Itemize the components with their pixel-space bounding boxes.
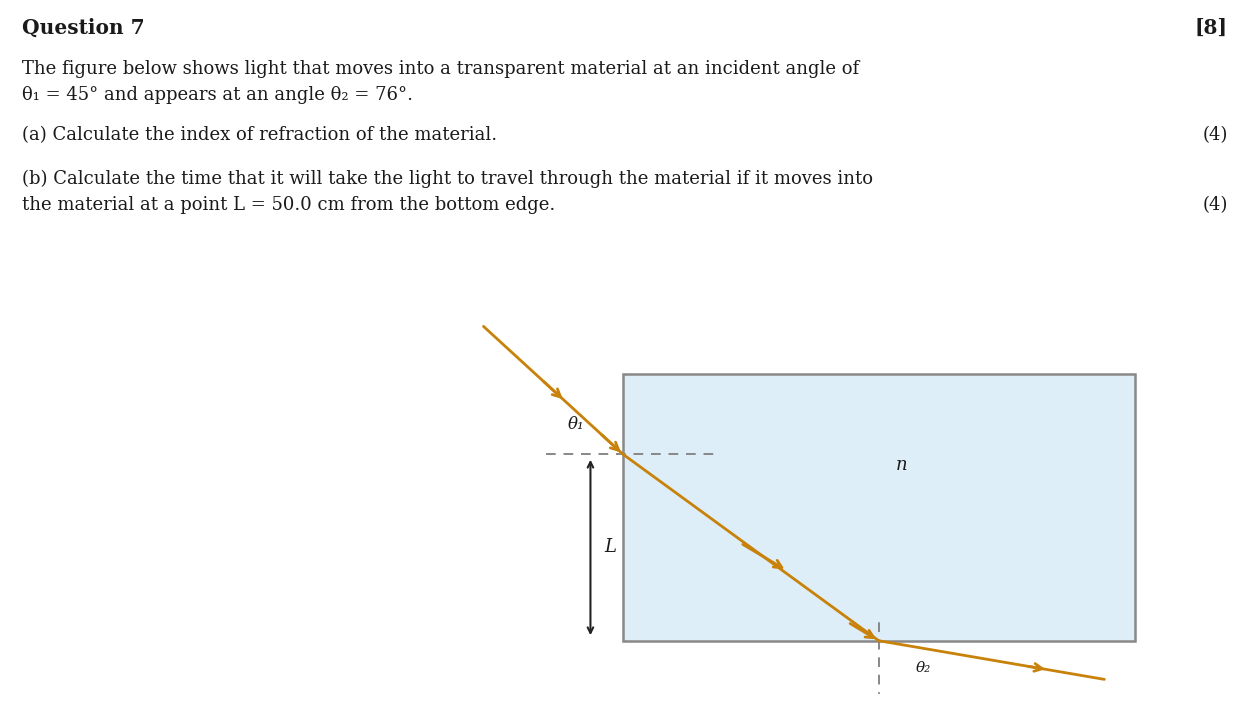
Bar (622, 374, 1135, 641)
Text: θ₁ = 45° and appears at an angle θ₂ = 76°.: θ₁ = 45° and appears at an angle θ₂ = 76… (22, 86, 414, 104)
Text: [8]: [8] (1195, 18, 1228, 38)
Text: L: L (605, 538, 616, 557)
Text: (b) Calculate the time that it will take the light to travel through the materia: (b) Calculate the time that it will take… (22, 170, 874, 188)
Text: The figure below shows light that moves into a transparent material at an incide: The figure below shows light that moves … (22, 60, 860, 78)
Text: θ₂: θ₂ (916, 662, 931, 676)
Text: θ₁: θ₁ (569, 416, 585, 433)
Text: (4): (4) (1202, 126, 1228, 144)
Text: the material at a point L = 50.0 cm from the bottom edge.: the material at a point L = 50.0 cm from… (22, 196, 556, 214)
Text: (4): (4) (1202, 196, 1228, 214)
Text: Question 7: Question 7 (22, 18, 145, 38)
Text: n: n (896, 456, 908, 474)
Text: (a) Calculate the index of refraction of the material.: (a) Calculate the index of refraction of… (22, 126, 498, 144)
